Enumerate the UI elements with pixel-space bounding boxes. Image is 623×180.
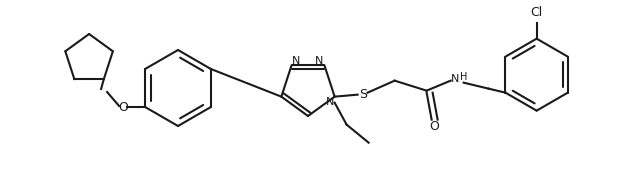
- Text: H: H: [460, 72, 467, 82]
- Text: N: N: [325, 97, 334, 107]
- Text: N: N: [315, 56, 323, 66]
- Text: N: N: [450, 74, 459, 84]
- Text: O: O: [118, 100, 128, 114]
- Text: Cl: Cl: [531, 6, 543, 19]
- Text: O: O: [430, 120, 440, 133]
- Text: N: N: [292, 56, 301, 66]
- Text: S: S: [359, 88, 366, 101]
